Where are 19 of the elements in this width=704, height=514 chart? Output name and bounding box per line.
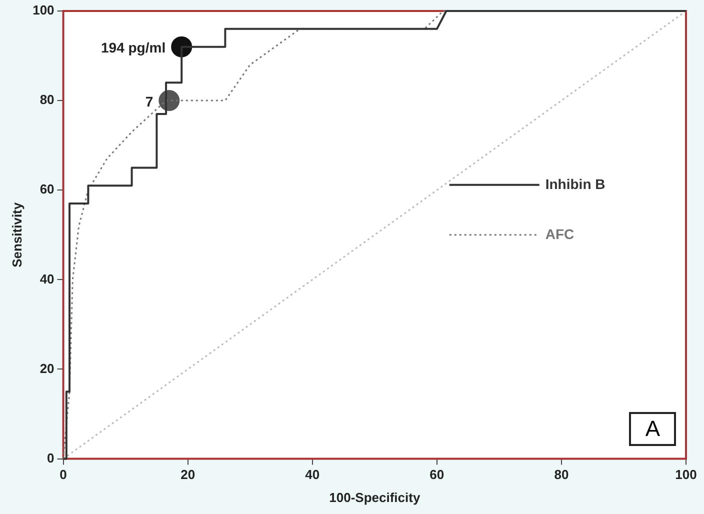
text: Inhibin B xyxy=(545,176,606,192)
y-tick-label: 80 xyxy=(40,92,54,108)
y-tick-label: 60 xyxy=(40,182,54,197)
annotation: 194 pg/ml xyxy=(101,40,166,56)
x-tick-label: 20 xyxy=(180,467,196,482)
y-tick-label: 100 xyxy=(32,2,54,18)
y-tick-label: 0 xyxy=(47,450,54,466)
annotation: A xyxy=(629,412,676,446)
x-tick-label: 100 xyxy=(675,467,697,482)
text: AFC xyxy=(545,226,574,242)
x-tick-label: 0 xyxy=(60,467,67,482)
annotation: 7 xyxy=(145,93,154,110)
y-tick-label: 20 xyxy=(40,360,54,376)
y-axis-title: Sensitivity xyxy=(9,202,24,268)
y-tick-label: 40 xyxy=(40,271,54,286)
x-axis-title: 100-Specificity xyxy=(329,490,421,505)
x-tick-label: 80 xyxy=(554,467,569,482)
x-tick-label: 60 xyxy=(430,467,444,482)
x-tick-label: 40 xyxy=(305,467,320,482)
